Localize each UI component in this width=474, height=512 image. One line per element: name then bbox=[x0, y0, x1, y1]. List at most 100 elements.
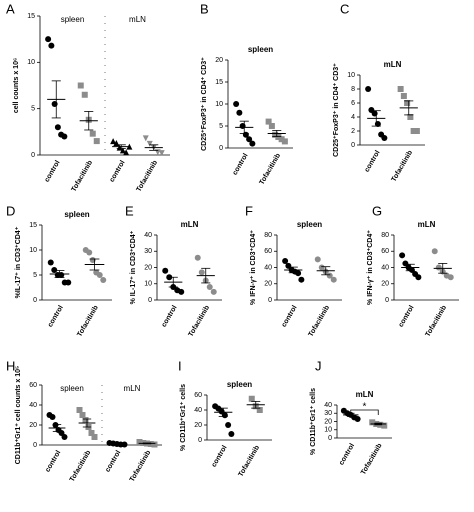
y-tick-label: 40 bbox=[144, 232, 152, 239]
data-point bbox=[410, 128, 417, 134]
data-point bbox=[45, 36, 52, 43]
data-point bbox=[407, 114, 414, 120]
data-point bbox=[49, 414, 56, 420]
y-tick-label: 0 bbox=[33, 297, 37, 304]
y-tick-label: 20 bbox=[194, 422, 202, 429]
x-tick-label: control bbox=[338, 442, 356, 466]
x-tick-label: control bbox=[232, 152, 250, 176]
y-tick-label: 40 bbox=[264, 264, 272, 271]
y-tick-label: 2 bbox=[351, 128, 355, 135]
panel-letter: C bbox=[340, 1, 349, 16]
y-tick-label: 8 bbox=[351, 86, 355, 93]
data-point bbox=[206, 284, 213, 290]
panel-title: spleen bbox=[64, 210, 89, 219]
y-axis-label: cell counts x 10⁶ bbox=[13, 58, 20, 113]
panel-letter: I bbox=[178, 358, 182, 373]
panel-letter: J bbox=[315, 358, 322, 373]
data-point bbox=[281, 138, 288, 145]
data-point bbox=[81, 91, 88, 98]
y-tick-label: 0 bbox=[148, 297, 152, 304]
y-tick-label: 40 bbox=[324, 402, 332, 409]
y-tick-label: 0 bbox=[31, 152, 35, 159]
data-point bbox=[48, 42, 55, 49]
data-point bbox=[239, 123, 246, 129]
panel-letter: B bbox=[200, 1, 209, 16]
x-tick-label: Tofacitinib bbox=[360, 442, 383, 476]
data-point bbox=[326, 272, 333, 279]
y-tick-label: 20 bbox=[215, 57, 223, 64]
data-point bbox=[119, 147, 126, 154]
data-point bbox=[61, 434, 68, 440]
group-label: spleen bbox=[60, 384, 84, 393]
data-point bbox=[89, 130, 96, 137]
x-tick-label: control bbox=[44, 449, 62, 473]
y-axis-label: % IL-17⁺ in CD3⁺CD4⁺ bbox=[130, 230, 137, 304]
data-point bbox=[295, 270, 302, 277]
data-point bbox=[233, 101, 240, 107]
x-tick-label: control bbox=[104, 449, 122, 473]
data-point bbox=[246, 136, 253, 143]
y-tick-label: 0 bbox=[268, 297, 272, 304]
x-tick-label: Tofacitinib bbox=[136, 159, 159, 193]
data-point bbox=[236, 109, 243, 116]
data-point bbox=[268, 123, 275, 129]
y-tick-label: 10 bbox=[144, 281, 152, 288]
y-tick-label: 20 bbox=[381, 281, 389, 288]
y-tick-label: 0 bbox=[385, 297, 389, 304]
y-tick-label: 15 bbox=[29, 222, 37, 229]
data-point bbox=[88, 430, 95, 436]
data-point bbox=[198, 269, 205, 276]
x-tick-label: Tofacitinib bbox=[391, 149, 414, 183]
data-point bbox=[381, 135, 388, 141]
panel-title: mLN bbox=[418, 220, 436, 229]
y-tick-label: 20 bbox=[144, 264, 152, 271]
data-point bbox=[77, 82, 84, 89]
data-point bbox=[194, 254, 201, 261]
x-tick-label: control bbox=[398, 304, 416, 328]
data-point bbox=[47, 259, 54, 266]
data-point bbox=[76, 407, 83, 413]
y-axis-label: % IFN-γ⁺ in CD3⁺CD4⁺ bbox=[250, 230, 257, 305]
data-point bbox=[400, 93, 407, 99]
panel-letter: E bbox=[125, 203, 134, 218]
y-tick-label: 5 bbox=[31, 106, 35, 113]
data-point bbox=[54, 124, 61, 131]
y-tick-label: 80 bbox=[381, 232, 389, 239]
y-tick-label: 5 bbox=[33, 272, 37, 279]
panel-letter: G bbox=[372, 203, 382, 218]
data-point bbox=[415, 274, 422, 281]
data-point bbox=[151, 441, 158, 448]
data-point bbox=[278, 136, 285, 143]
panel-letter: A bbox=[6, 1, 15, 16]
y-axis-label: CD25⁺FoxP3⁺ in CD4⁺ CD3⁺ bbox=[201, 57, 208, 151]
panel-letter: D bbox=[6, 203, 15, 218]
y-tick-label: 0 bbox=[351, 142, 355, 149]
y-tick-label: 60 bbox=[381, 248, 389, 255]
y-tick-label: 40 bbox=[381, 264, 389, 271]
x-tick-label: Tofacitinib bbox=[425, 304, 448, 338]
y-tick-label: 0 bbox=[198, 437, 202, 444]
data-point bbox=[330, 276, 337, 283]
data-point bbox=[371, 110, 378, 117]
y-tick-label: 6 bbox=[351, 100, 355, 107]
data-point bbox=[162, 267, 169, 274]
data-point bbox=[121, 441, 128, 448]
panel-title: spleen bbox=[227, 380, 252, 389]
x-tick-label: Tofacitinib bbox=[71, 159, 94, 193]
y-axis-label: %IL-17⁺ in CD3⁺CD4⁺ bbox=[15, 226, 22, 298]
data-point bbox=[318, 264, 325, 271]
y-axis-label: CD11b⁺Gr1⁺ cell counts x 10⁵ bbox=[15, 366, 22, 465]
data-point bbox=[365, 86, 372, 92]
data-point bbox=[431, 248, 438, 255]
data-point bbox=[210, 288, 217, 295]
y-tick-label: 10 bbox=[27, 59, 35, 66]
panel-title: mLN bbox=[384, 60, 402, 69]
x-tick-label: control bbox=[211, 444, 229, 468]
y-tick-label: 10 bbox=[324, 427, 332, 434]
x-tick-label: Tofacitinib bbox=[129, 449, 152, 483]
y-tick-label: 0 bbox=[219, 145, 223, 152]
y-tick-label: 60 bbox=[194, 392, 202, 399]
data-point bbox=[61, 133, 68, 140]
group-label: spleen bbox=[61, 15, 85, 24]
